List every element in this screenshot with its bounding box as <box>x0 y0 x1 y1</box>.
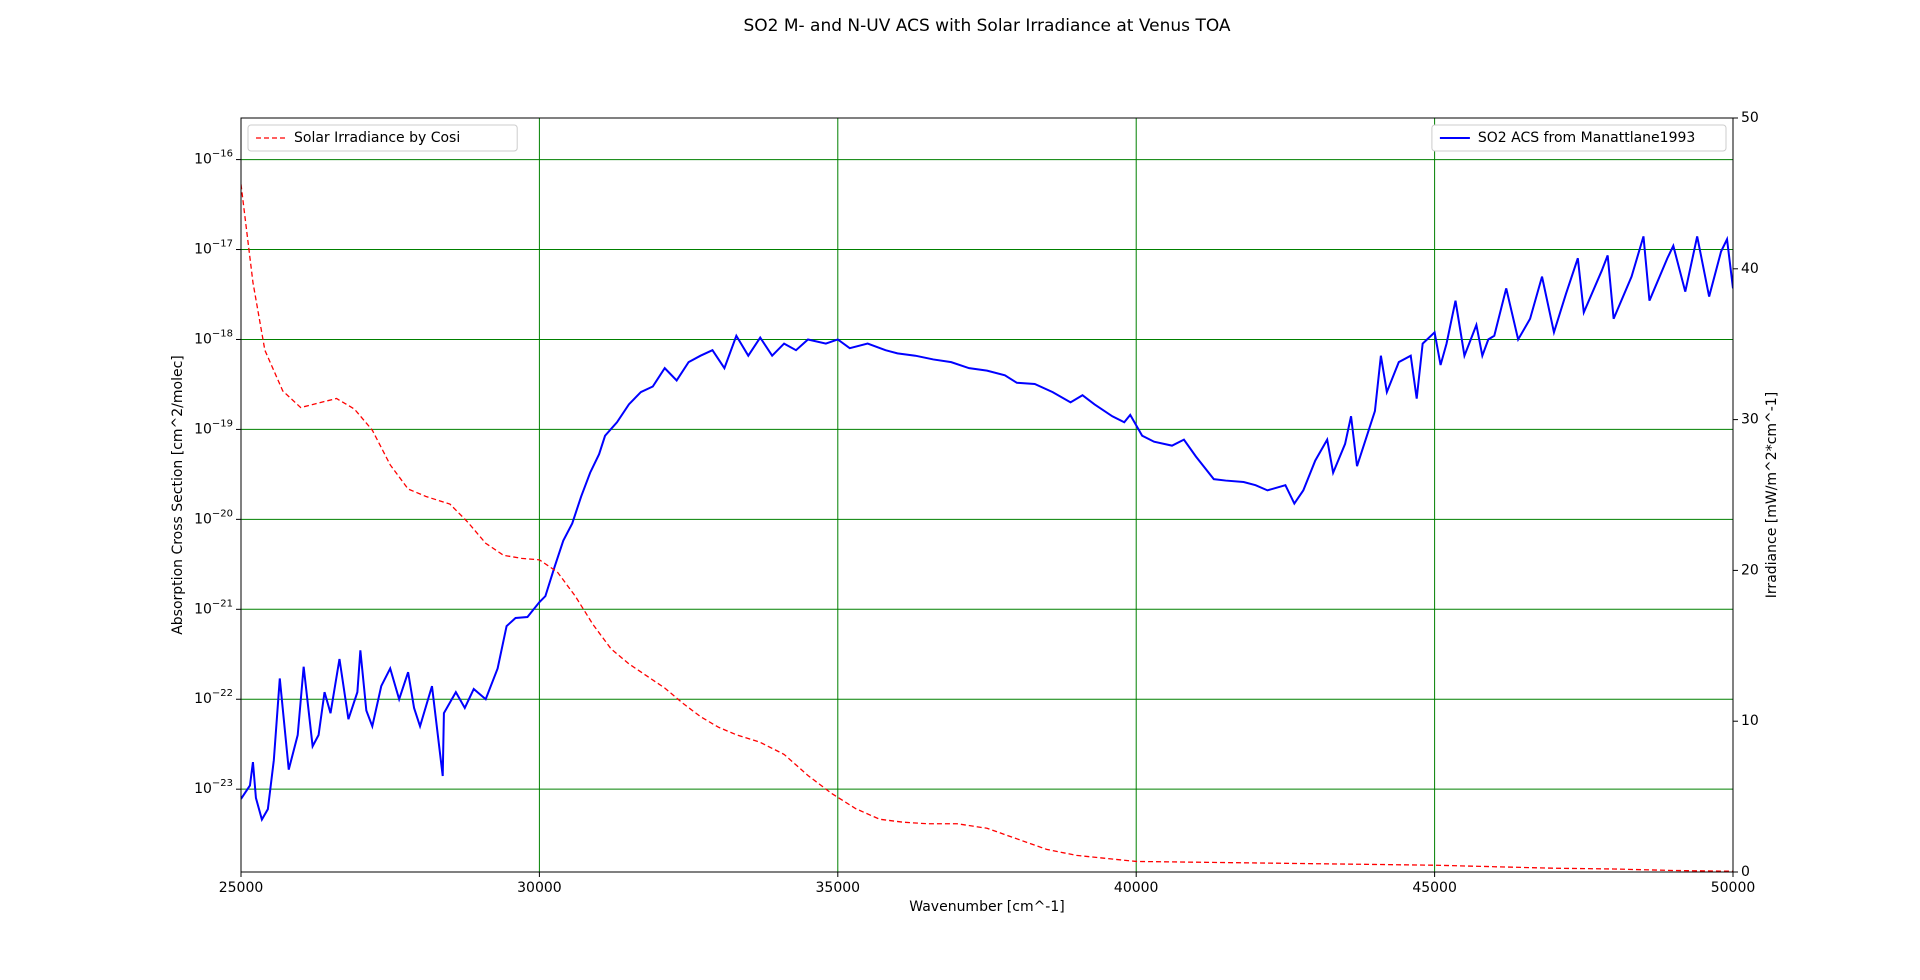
chart-title: SO2 M- and N-UV ACS with Solar Irradianc… <box>743 16 1230 36</box>
y-tick-label: 10−19 <box>194 418 233 437</box>
x-tick-label: 30000 <box>517 880 562 896</box>
x-tick-label: 45000 <box>1412 880 1457 896</box>
y2-axis-label: Irradiance [mW/m^2*cm^-1] <box>1764 392 1780 598</box>
series-line <box>241 235 1733 823</box>
legend-box <box>247 124 518 152</box>
grid <box>240 118 1734 872</box>
y-tick-label: 10−20 <box>194 508 233 527</box>
legend-label: Solar Irradiance by Cosi <box>294 130 460 146</box>
legend-label: SO2 ACS from Manattlane1993 <box>1478 130 1695 146</box>
x-axis-label: Wavenumber [cm^-1] <box>909 899 1064 915</box>
y-tick-label: 10−23 <box>194 778 233 797</box>
series-line <box>241 184 1733 872</box>
plot-frame <box>240 117 1734 873</box>
legend-box <box>1431 124 1727 152</box>
y-tick-label: 10−17 <box>194 239 233 258</box>
y2-tick-label: 40 <box>1741 261 1759 277</box>
y2-tick-label: 20 <box>1741 562 1759 578</box>
y2-tick-label: 30 <box>1741 412 1759 428</box>
legend: Solar Irradiance by Cosi <box>247 124 518 152</box>
legend: SO2 ACS from Manattlane1993 <box>1431 124 1727 152</box>
y-tick-label: 10−18 <box>194 328 233 347</box>
y-tick-label: 10−16 <box>194 149 233 168</box>
y-tick-label: 10−22 <box>194 688 233 707</box>
x-tick-label: 25000 <box>219 880 264 896</box>
y2-tick-label: 50 <box>1741 110 1759 126</box>
y2-tick-label: 10 <box>1741 713 1759 729</box>
y-axis-label: Absorption Cross Section [cm^2/molec] <box>170 355 186 635</box>
y-tick-label: 10−21 <box>194 598 233 617</box>
x-tick-label: 40000 <box>1114 880 1159 896</box>
y2-tick-label: 0 <box>1741 864 1750 880</box>
x-tick-label: 35000 <box>816 880 861 896</box>
x-tick-label: 50000 <box>1711 880 1756 896</box>
